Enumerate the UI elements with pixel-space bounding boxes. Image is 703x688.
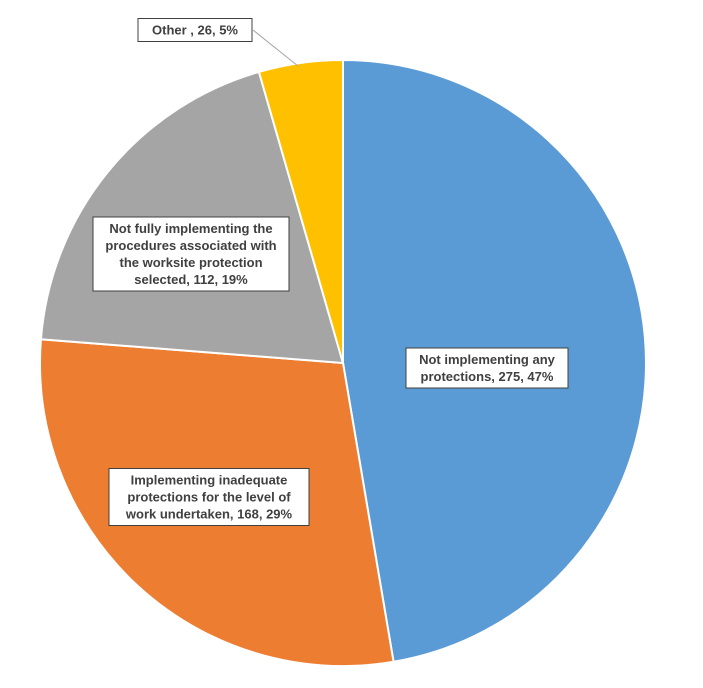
data-label-3: Not fully implementing the procedures ass… — [92, 216, 290, 292]
data-label-line: the worksite protection — [119, 255, 262, 270]
data-labels: Not implementing any protections, 275, 47… — [92, 18, 569, 526]
data-label-line: Not implementing any — [419, 352, 556, 367]
data-label-line: procedures associated with — [105, 238, 276, 253]
data-label-text: Other , 26, 5% — [152, 23, 238, 38]
data-label-line: Other , 26, 5% — [152, 23, 238, 38]
data-label-text: Not implementing any protections, 275, 47… — [419, 352, 556, 384]
leader-line — [252, 29, 299, 67]
data-label-text: Implementing inadequate protections for t… — [125, 473, 293, 522]
pie-slice-4 — [257, 58, 344, 364]
data-label-line: work undertaken, 168, 29% — [125, 507, 293, 522]
data-label-1: Not implementing any protections, 275, 47… — [405, 347, 569, 389]
data-label-line: protections for the level of — [127, 490, 291, 505]
data-label-text: Not fully implementing the procedures ass… — [105, 221, 276, 287]
data-label-box — [108, 468, 310, 526]
data-label-line: selected, 112, 19% — [134, 272, 248, 287]
data-label-box — [92, 216, 290, 292]
data-label-box — [137, 18, 253, 42]
data-label-line: Implementing inadequate — [131, 473, 288, 488]
data-label-line: Not fully implementing the — [109, 221, 272, 236]
data-label-box — [405, 347, 569, 389]
data-label-2: Implementing inadequate protections for t… — [108, 468, 310, 526]
data-label-4: Other , 26, 5% — [137, 18, 253, 42]
data-label-line: protections, 275, 47% — [421, 369, 554, 384]
leader-lines — [252, 29, 299, 67]
